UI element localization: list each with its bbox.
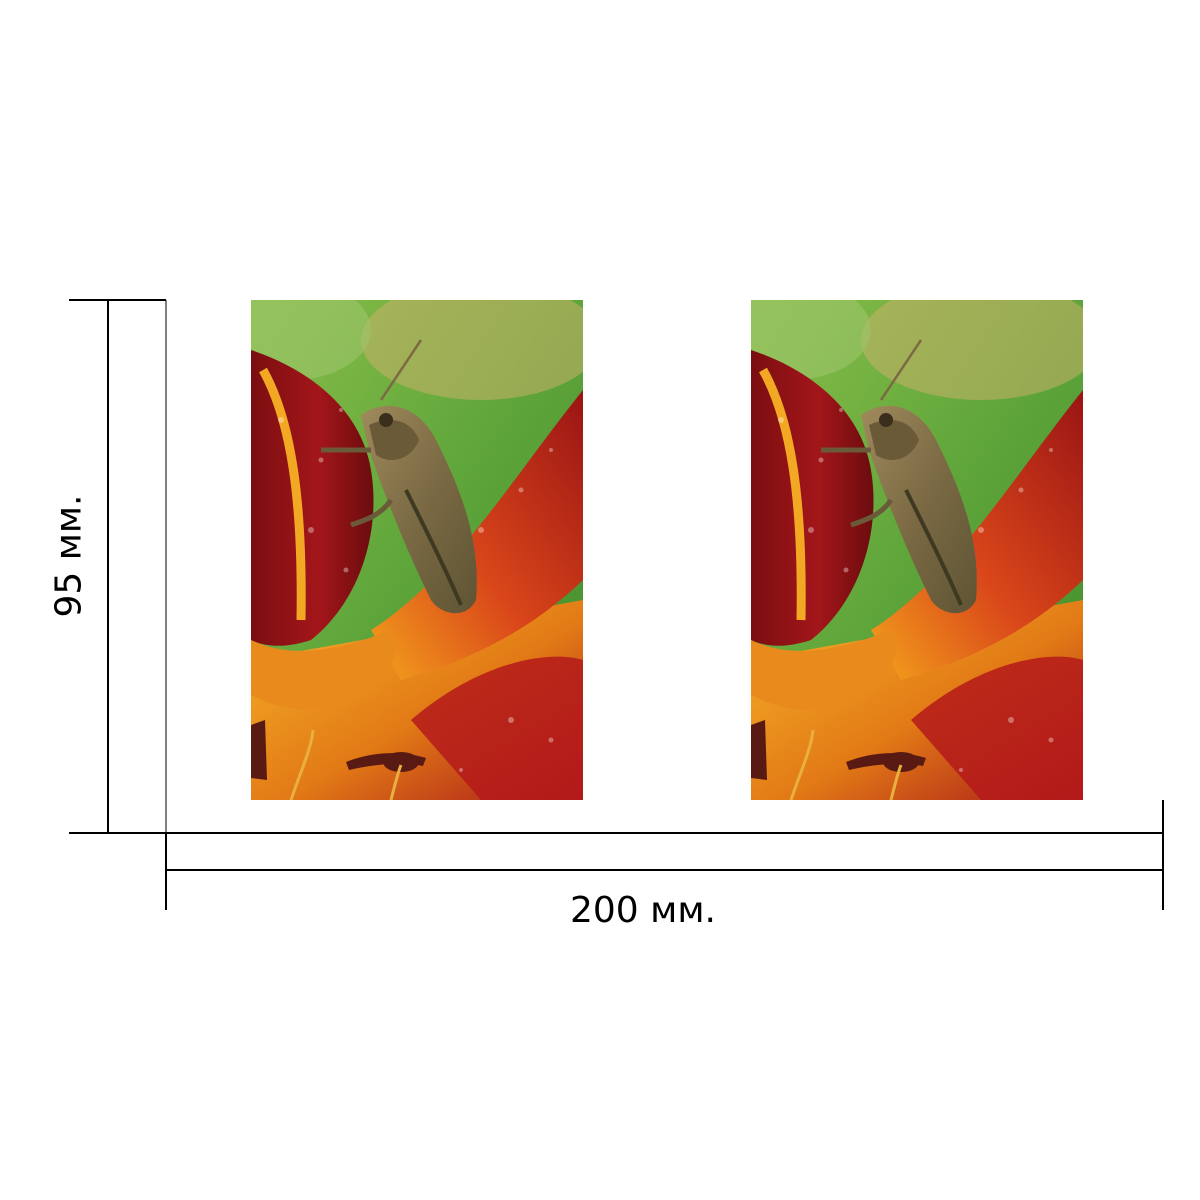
- right-photo: [711, 280, 1101, 800]
- height-dimension: [69, 299, 167, 834]
- height-label: 95 мм.: [48, 494, 90, 618]
- width-label: 200 мм.: [570, 890, 716, 931]
- width-dimension: [165, 800, 1164, 910]
- left-photo: [211, 280, 601, 800]
